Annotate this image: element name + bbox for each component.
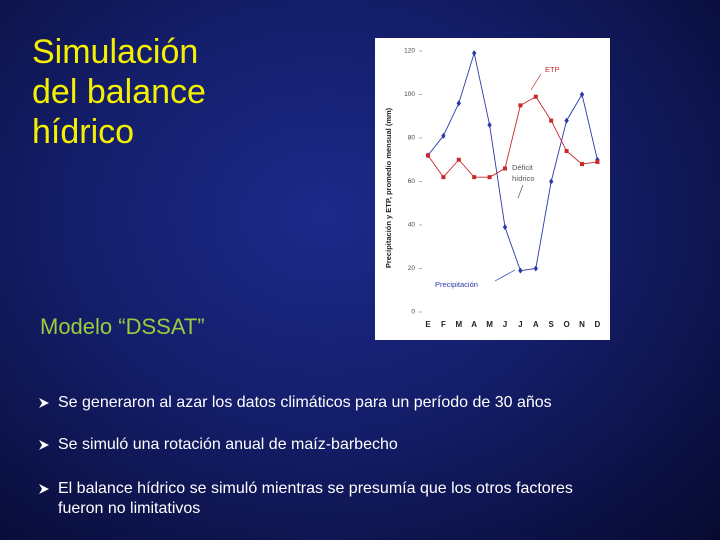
x-tick-label: O	[563, 320, 569, 329]
series-line	[427, 96, 598, 178]
point-marker	[580, 162, 584, 167]
x-tick-label: S	[549, 320, 555, 329]
subtitle: Modelo “DSSAT”	[40, 314, 205, 339]
point-marker	[426, 153, 430, 158]
point-marker	[518, 267, 523, 274]
point-marker	[533, 265, 538, 272]
annotation-arrow	[530, 73, 542, 91]
point-marker	[472, 175, 477, 180]
point-marker	[595, 159, 600, 164]
y-tick-label: 100	[404, 91, 415, 98]
point-marker	[472, 50, 477, 57]
x-tick-label: M	[486, 320, 493, 329]
point-marker	[579, 91, 585, 98]
point-marker	[441, 132, 446, 139]
title-line: Simulación	[32, 33, 199, 71]
bullet: El balance hídrico se simuló mientras se…	[58, 480, 573, 517]
chart: Precipitación y ETP, promedio mensual (m…	[375, 38, 610, 340]
title: Simulación del balance hídrico	[32, 32, 206, 152]
point-marker	[564, 149, 569, 154]
point-marker	[549, 178, 554, 185]
y-tick-label: 40	[408, 222, 416, 229]
annotation-arrow	[517, 184, 524, 199]
point-marker	[502, 224, 508, 231]
y-tick-label: 120	[404, 48, 415, 55]
annotation: Precipitación	[435, 280, 478, 289]
point-marker	[503, 166, 507, 171]
y-tick-label: 0	[411, 309, 415, 316]
annotation: Déficit	[512, 163, 534, 172]
point-marker	[549, 118, 554, 123]
y-tick-label: 80	[408, 135, 416, 142]
point-marker	[456, 157, 461, 162]
point-marker	[487, 175, 492, 180]
x-tick-label: J	[518, 320, 522, 329]
title-line: del balance	[32, 73, 206, 111]
x-tick-label: D	[595, 320, 601, 329]
series-line	[427, 51, 598, 272]
x-tick-label: A	[471, 320, 477, 329]
y-tick-label: 20	[408, 265, 416, 272]
bullet-arrow	[39, 440, 49, 450]
bullet-arrow	[39, 398, 49, 408]
x-tick-label: A	[533, 320, 539, 329]
point-marker	[518, 103, 523, 108]
x-tick-label: E	[425, 320, 431, 329]
x-tick-label: F	[441, 320, 446, 329]
x-tick-label: J	[503, 320, 507, 329]
point-marker	[456, 100, 461, 107]
point-marker	[441, 175, 446, 180]
bullet-arrow	[39, 484, 49, 494]
point-marker	[487, 121, 492, 128]
x-tick-label: N	[579, 320, 585, 329]
annotation: hídrico	[512, 174, 535, 183]
annotation: ETP	[545, 65, 560, 74]
point-marker	[533, 94, 538, 99]
y-axis-label: Precipitación y ETP, promedio mensual (m…	[384, 107, 393, 268]
bullet: Se simuló una rotación anual de maíz-bar…	[58, 436, 398, 453]
bullet: Se generaron al azar los datos climático…	[58, 394, 552, 411]
x-tick-label: M	[455, 320, 462, 329]
y-tick-label: 60	[408, 178, 416, 185]
annotation-arrow	[494, 269, 516, 282]
title-line: hídrico	[32, 113, 135, 151]
